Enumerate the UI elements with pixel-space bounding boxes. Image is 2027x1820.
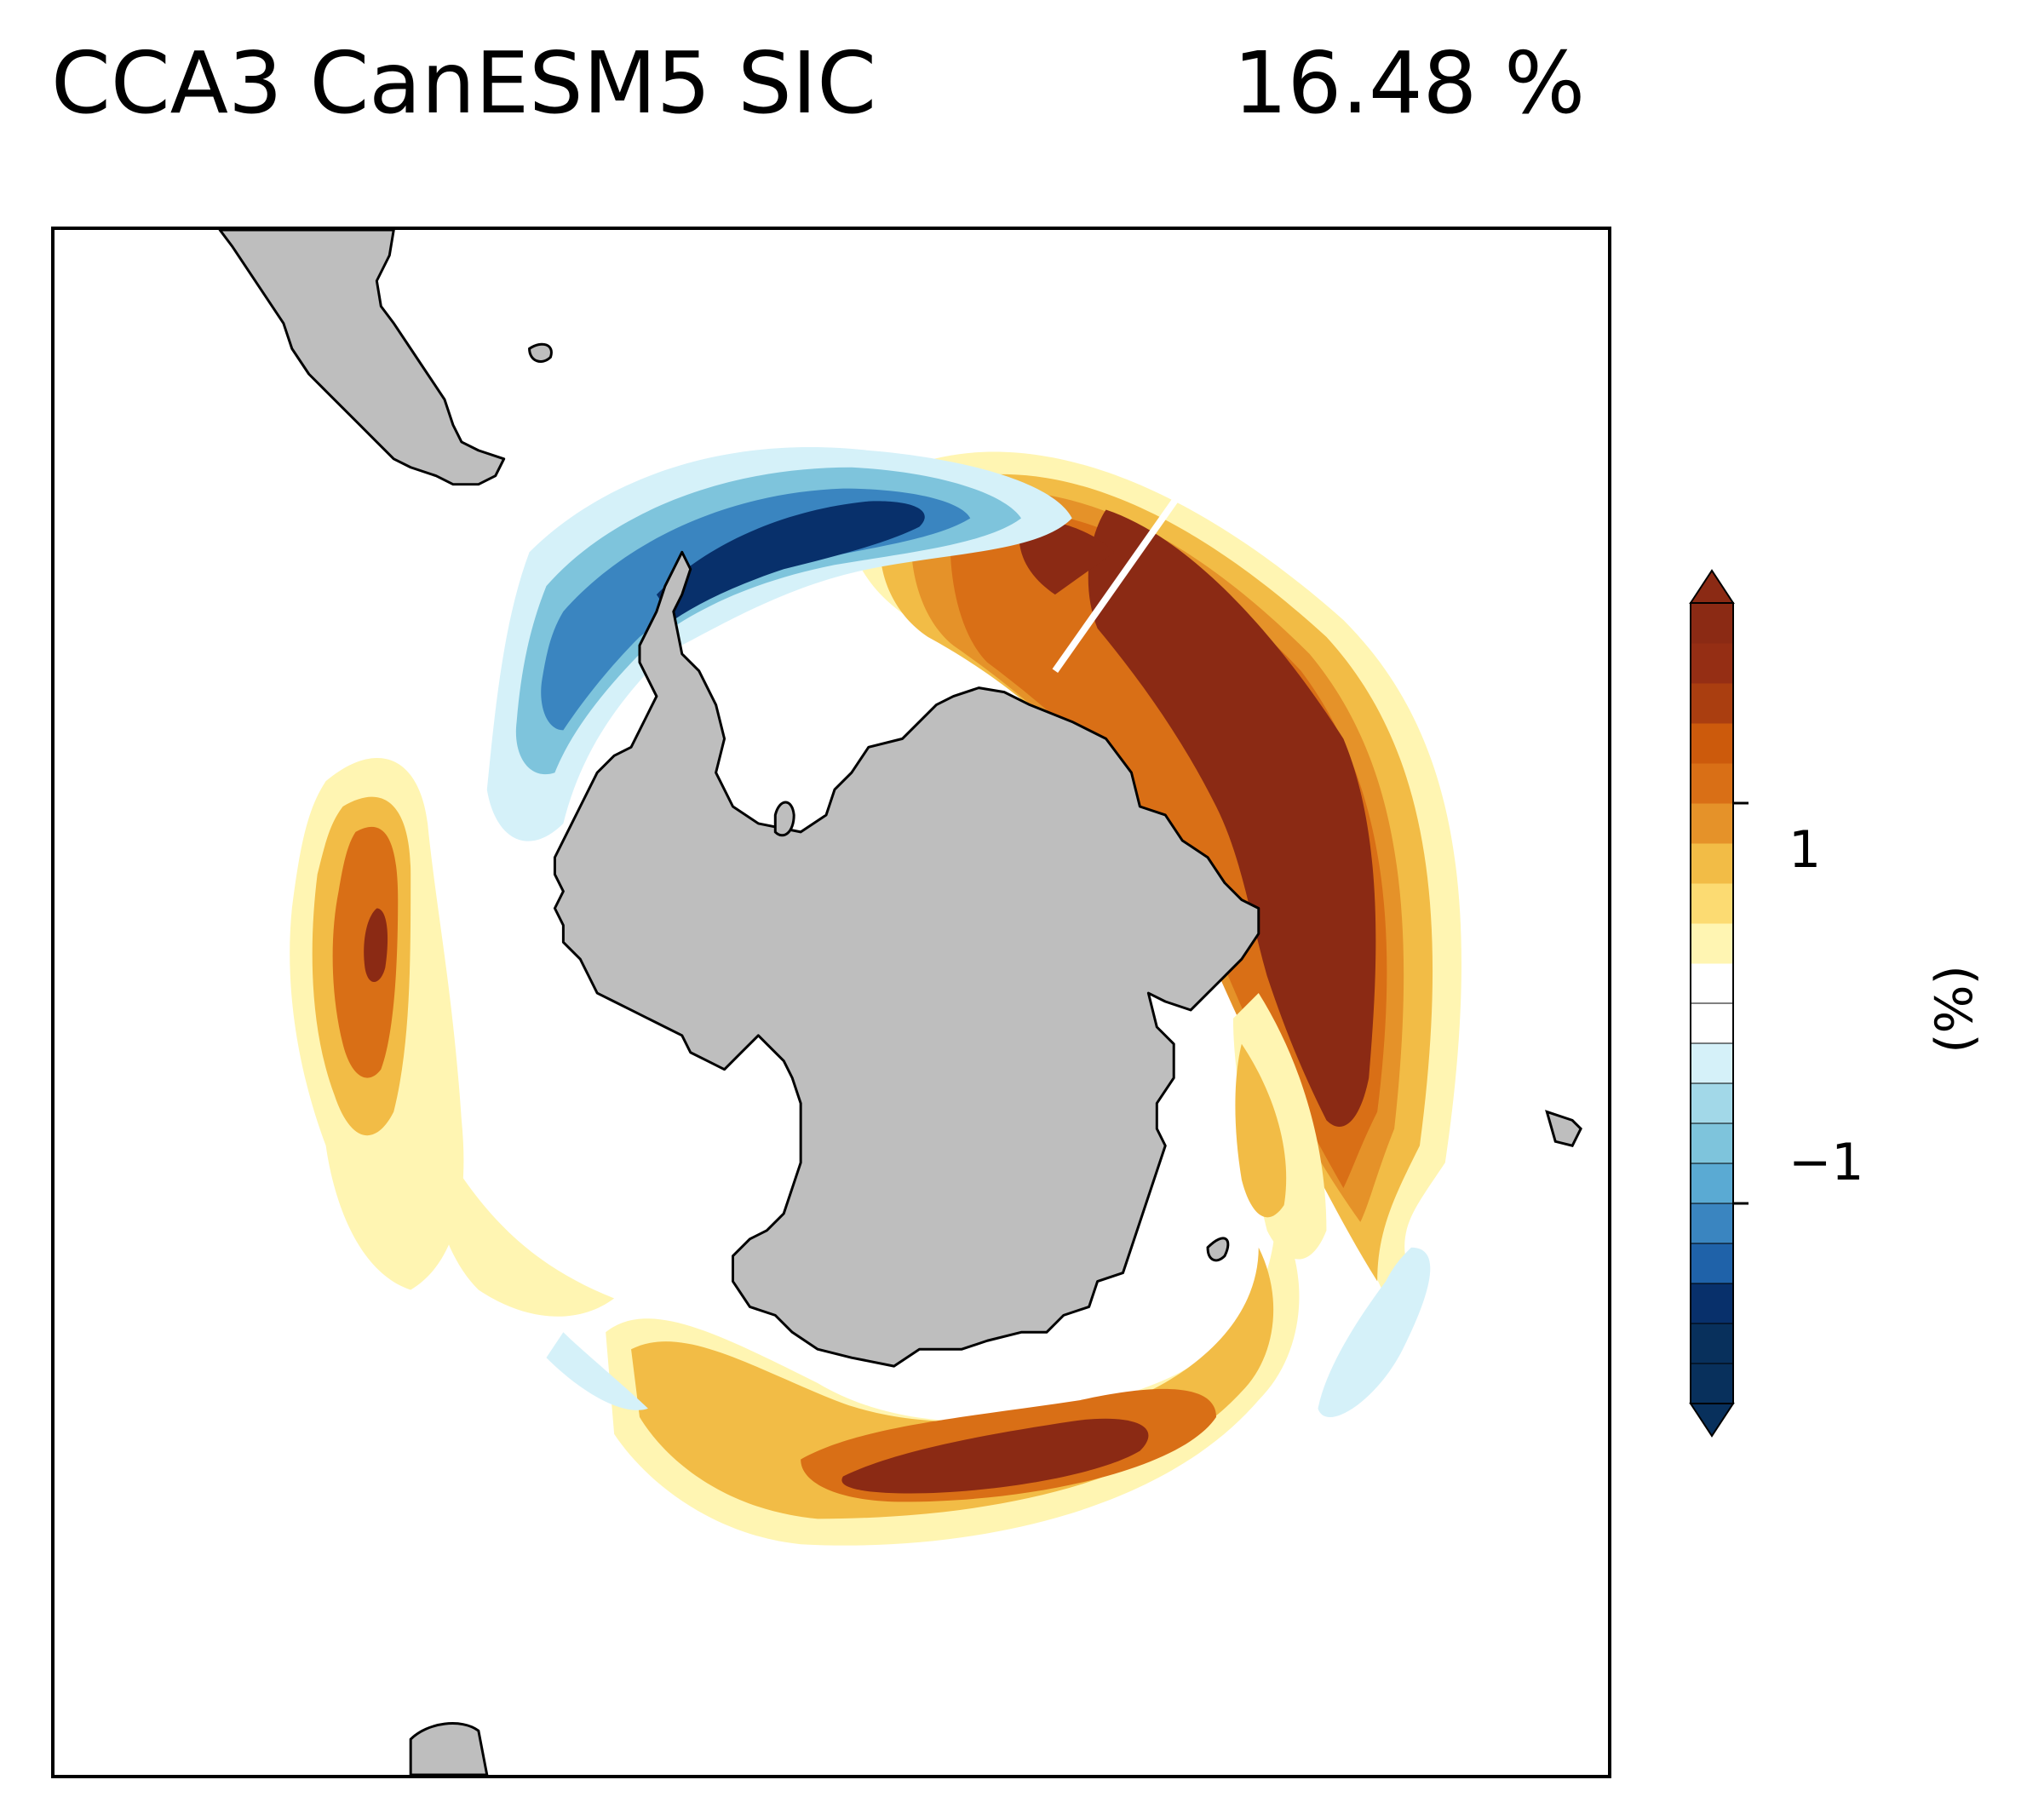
positive-anomaly-south-of-australia	[606, 1213, 1300, 1546]
south-america-landmass	[218, 230, 553, 1775]
positive-anomaly-weddell-atlantic-sector	[290, 758, 1327, 1317]
colorbar-swatch	[1691, 1283, 1733, 1324]
map-canvas	[218, 230, 1582, 1775]
colorbar-swatch	[1691, 1203, 1733, 1244]
colorbar-outline	[1690, 602, 1734, 1404]
colorbar-tick-label: 1	[1789, 820, 1822, 880]
weak-negative-anomaly-ross-amundsen	[1318, 1247, 1431, 1418]
colorbar-swatch	[1691, 1003, 1733, 1044]
colorbar-swatch	[1691, 1364, 1733, 1404]
colorbar-swatch	[1691, 1043, 1733, 1084]
colorbar-swatch	[1691, 1163, 1733, 1204]
colorbar-swatch	[1691, 763, 1733, 804]
map-title: CCA3 CanESM5 SIC	[51, 33, 877, 133]
colorbar-swatch	[1691, 803, 1733, 844]
colorbar-swatch	[1691, 723, 1733, 764]
antarctica-landmass	[553, 550, 1260, 1368]
colorbar-swatch	[1691, 1323, 1733, 1364]
colorbar-swatch	[1691, 643, 1733, 684]
colorbar-tick-label: −1	[1789, 1133, 1864, 1192]
area-percentage-value: 16.48 %	[1233, 33, 1586, 133]
colorbar-extend-min	[1689, 1403, 1735, 1438]
colorbar-swatch	[1691, 923, 1733, 964]
colorbar-swatch	[1691, 603, 1733, 644]
colorbar-swatch	[1691, 1243, 1733, 1284]
colorbar-swatch	[1691, 963, 1733, 1004]
colorbar	[1689, 569, 1749, 1438]
colorbar-label: (%)	[1925, 965, 1984, 1054]
colorbar-swatch	[1691, 1083, 1733, 1124]
colorbar-swatch	[1691, 1123, 1733, 1164]
colorbar-swatch	[1691, 843, 1733, 884]
negative-anomaly-drake-passage-bellingshausen	[486, 446, 1072, 1410]
colorbar-swatch	[1691, 683, 1733, 724]
colorbar-swatch	[1691, 883, 1733, 924]
map-panel	[51, 227, 1611, 1778]
colorbar-extend-max	[1689, 569, 1735, 604]
kerguelen-islands	[1545, 1110, 1582, 1147]
